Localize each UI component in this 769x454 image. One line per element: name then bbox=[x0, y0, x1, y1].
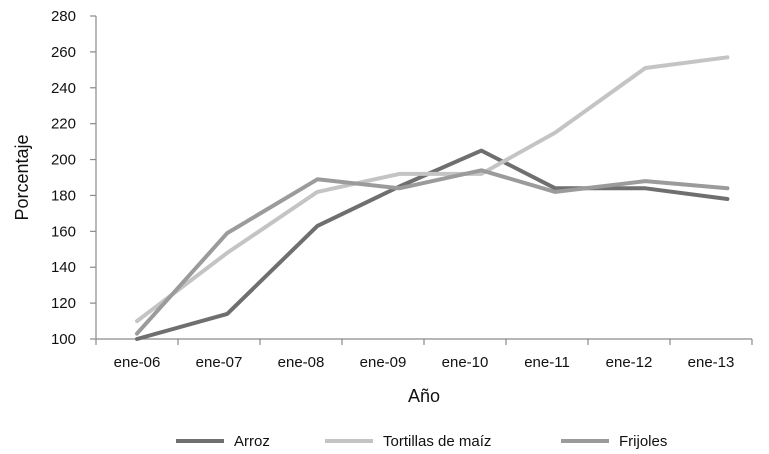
y-tick-label: 260 bbox=[51, 44, 76, 61]
x-tick-label: ene-08 bbox=[278, 354, 325, 371]
x-tick-label: ene-10 bbox=[442, 354, 489, 371]
legend-label: Arroz bbox=[234, 433, 270, 450]
x-tick-label: ene-12 bbox=[606, 354, 653, 371]
y-tick-label: 200 bbox=[51, 152, 76, 169]
series-line-1 bbox=[135, 148, 730, 341]
y-tick-label: 160 bbox=[51, 223, 76, 240]
x-tick-label: ene-11 bbox=[524, 354, 570, 371]
y-tick-label: 220 bbox=[51, 116, 76, 133]
x-tick-label: ene-13 bbox=[688, 354, 735, 371]
y-tick-label: 240 bbox=[51, 80, 76, 97]
series-line-2 bbox=[135, 55, 730, 324]
y-tick-label: 180 bbox=[51, 187, 76, 204]
x-tick-labels: ene-06 ene-07 ene-08 ene-09 ene-10 ene-11 ene-… bbox=[114, 354, 735, 371]
y-axis-title: Porcentaje bbox=[12, 134, 32, 220]
y-tick-label: 280 bbox=[51, 8, 76, 25]
x-axis-title: Año bbox=[408, 386, 440, 406]
axes bbox=[90, 15, 753, 345]
series-line-3 bbox=[135, 168, 730, 336]
x-tick-label: ene-09 bbox=[360, 354, 407, 371]
legend: Arroz Tortillas de maíz Frijoles bbox=[176, 433, 667, 450]
y-tick-label: 100 bbox=[51, 331, 76, 348]
x-tick-label: ene-06 bbox=[114, 354, 161, 371]
series-lines bbox=[135, 55, 730, 341]
y-tick-label: 140 bbox=[51, 259, 76, 276]
legend-label: Tortillas de maíz bbox=[383, 433, 491, 450]
y-tick-labels: 100 120 140 160 180 200 220 240 260 280 bbox=[51, 8, 76, 348]
y-tick-label: 120 bbox=[51, 295, 76, 312]
legend-label: Frijoles bbox=[619, 433, 667, 450]
x-tick-label: ene-07 bbox=[196, 354, 243, 371]
